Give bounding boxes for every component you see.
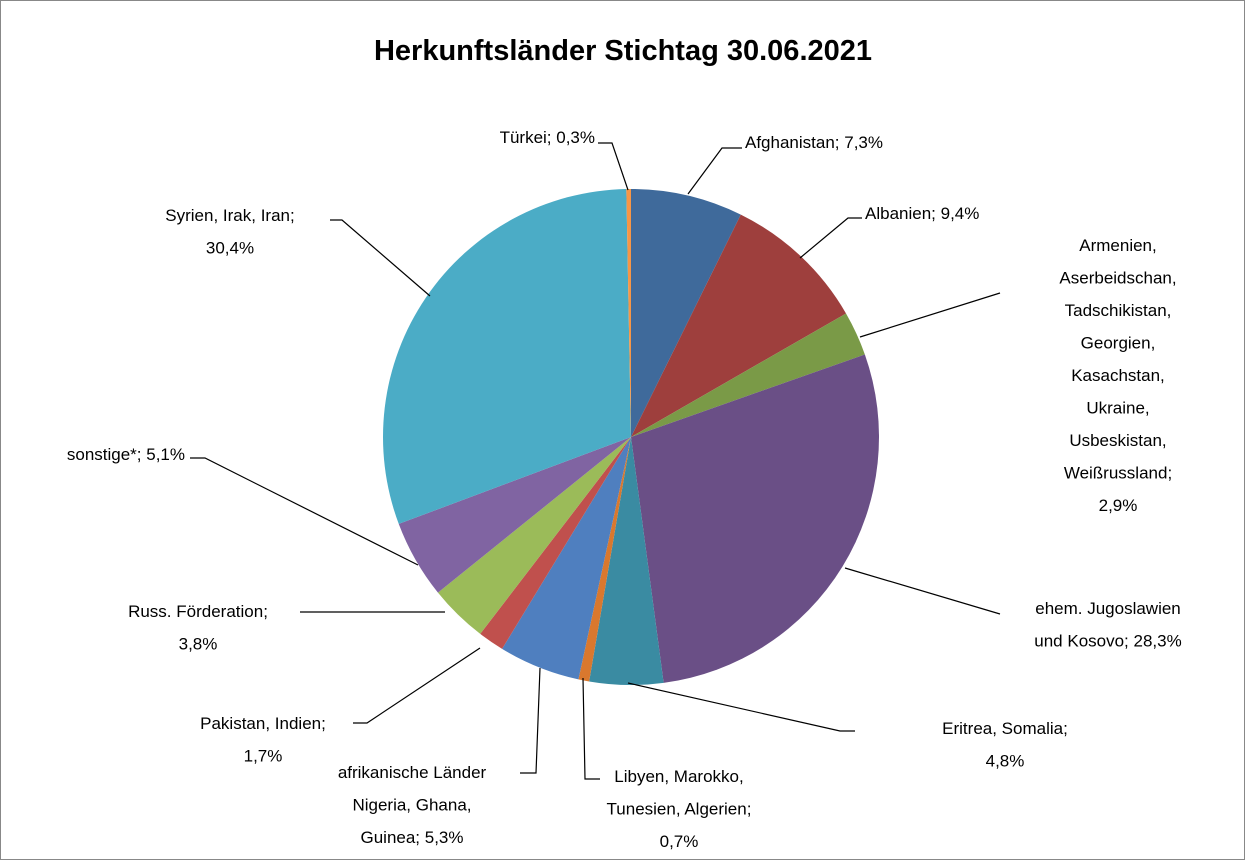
data-label: Russ. Förderation; 3,8% bbox=[128, 602, 268, 654]
leader-line bbox=[190, 457, 419, 566]
data-label: Eritrea, Somalia; 4,8% bbox=[942, 719, 1068, 771]
chart-title: Herkunftsländer Stichtag 30.06.2021 bbox=[374, 35, 872, 67]
data-label: Afghanistan; 7,3% bbox=[745, 133, 883, 152]
leader-line bbox=[844, 567, 1001, 615]
data-label: Pakistan, Indien; 1,7% bbox=[200, 714, 326, 766]
leader-line bbox=[687, 147, 742, 195]
data-label: Türkei; 0,3% bbox=[500, 128, 595, 147]
leader-line bbox=[330, 219, 431, 297]
leader-line bbox=[520, 667, 541, 774]
pie-slice bbox=[480, 437, 631, 649]
data-label: Armenien, Aserbeidschan, Tadschikistan, Geo… bbox=[1059, 236, 1176, 515]
pie-slice bbox=[502, 437, 631, 680]
leader-line bbox=[582, 677, 600, 780]
pie-slice bbox=[631, 354, 879, 683]
data-label: sonstige*; 5,1% bbox=[67, 445, 185, 464]
leader-line bbox=[859, 292, 1001, 338]
data-label: Libyen, Marokko, Tunesien, Algerien; 0,7% bbox=[607, 767, 752, 851]
pie-slice bbox=[589, 437, 664, 685]
pie-slice bbox=[626, 189, 631, 437]
leader-line bbox=[353, 647, 481, 724]
pie-slice bbox=[398, 437, 631, 593]
pie-slice bbox=[631, 214, 847, 437]
data-label: Syrien, Irak, Iran; 30,4% bbox=[165, 206, 294, 258]
data-label: Albanien; 9,4% bbox=[865, 204, 979, 223]
leader-line bbox=[627, 682, 855, 732]
pie-slice bbox=[631, 189, 741, 437]
leader-line bbox=[799, 217, 862, 259]
pie-slice bbox=[383, 189, 631, 524]
data-label: afrikanische Länder Nigeria, Ghana, Guinea… bbox=[338, 763, 487, 847]
pie-slice bbox=[437, 437, 631, 634]
leader-line bbox=[598, 142, 629, 191]
pie-slice bbox=[631, 313, 865, 437]
data-label: ehem. Jugoslawien und Kosovo; 28,3% bbox=[1034, 599, 1181, 651]
pie-slice bbox=[578, 437, 631, 682]
